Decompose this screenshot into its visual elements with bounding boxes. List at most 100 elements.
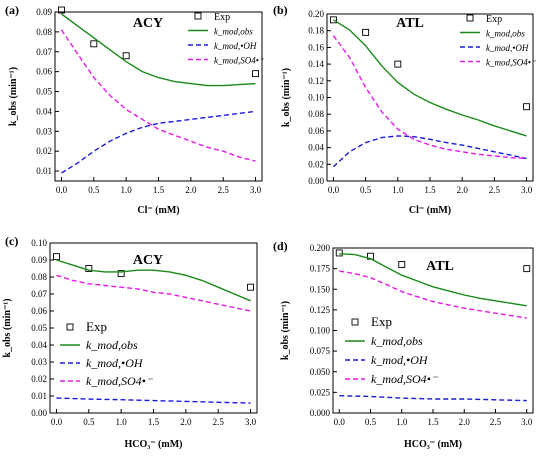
x-axis-label: HCO₃⁻ (mM) [404,439,462,450]
y-tick-label: 0.03 [36,126,52,136]
y-tick-label: 0.12 [308,76,324,86]
x-tick-label: 2.0 [457,185,469,195]
legend-label: Exp [86,319,107,334]
exp-marker [58,6,65,14]
legend-marker [66,323,74,331]
y-tick-label: 0.16 [308,42,324,52]
y-tick-label: 0.08 [308,109,324,119]
y-tick-label: 0.03 [31,357,47,367]
x-tick-label: 2.5 [489,185,501,195]
series-line [332,35,527,160]
legend-label: k_mod,SO4•⁻ [86,374,154,388]
legend-label: k_mod,•OH [486,43,529,53]
exp-marker [398,261,406,268]
y-tick-label: 0.06 [36,67,52,77]
y-tick-label: 0.00 [308,176,324,186]
x-tick-label: 0.0 [328,185,340,195]
x-axis-label: Cl⁻ (mM) [409,205,451,216]
legend-label: k_mod,SO4•⁻ [371,372,439,386]
legend-marker [466,14,474,22]
legend: Exp k_mod,obs k_mod,•OH k_mod,SO4•⁻ [460,14,537,68]
exp-marker [90,40,98,48]
y-tick-label: 0.00 [31,408,47,418]
legend-label: k_mod,SO4•⁻ [214,56,265,66]
y-tick-label: 0.05 [36,87,52,97]
x-tick-label: 1.0 [392,185,404,195]
legend: Exp k_mod,obs k_mod,•OH k_mod,SO4•⁻ [60,319,154,388]
legend-label: k_mod,•OH [371,353,429,367]
panel-title: ACY [133,16,163,31]
x-tick-label: 1.5 [148,417,160,427]
y-tick-label: 0.025 [310,387,331,397]
series-line [339,270,527,319]
y-tick-label: 0.150 [310,284,331,294]
legend-label: Exp [371,314,392,329]
y-tick-label: 0.125 [310,305,331,315]
y-axis-label: k_obs (min⁻¹) [281,68,292,127]
x-tick-label: 3.0 [250,185,262,195]
y-tick-label: 0.04 [36,106,52,116]
y-tick-label: 0.200 [310,243,331,253]
legend-label: k_mod,SO4•⁻ [486,58,537,68]
y-tick-label: 0.100 [310,326,331,336]
legend-label: Exp [214,12,230,23]
y-tick-label: 0.02 [36,146,52,156]
y-tick-label: 0.18 [308,26,324,36]
panel-letter: (a) [5,3,19,17]
x-tick-label: 1.5 [153,185,165,195]
exp-marker [53,253,60,261]
x-tick-label: 2.5 [218,185,230,195]
y-tick-label: 0.14 [308,59,324,69]
x-tick-label: 3.0 [245,417,257,427]
panel-title: ATL [426,259,454,274]
y-axis-label: k_obs (min⁻¹) [8,67,19,126]
series-line [61,110,256,174]
exp-marker [335,249,343,257]
x-tick-label: 0.5 [88,185,100,195]
y-tick-label: 0.02 [308,159,324,169]
series-line [60,29,256,162]
legend-label: k_mod,obs [371,334,423,348]
panel-a: 0.0 0.5 1.0 1.5 2.0 2.5 3.0 0.01 0.02 0.03 0.04 0.0… [5,3,265,216]
x-tick-label: 0.5 [83,417,95,427]
x-tick-label: 2.0 [459,417,471,427]
y-tick-label: 0.02 [31,374,47,384]
panel-letter: (b) [273,3,288,17]
x-axis-label: Cl⁻ (mM) [137,205,179,216]
x-tick-label: 0.5 [365,417,377,427]
y-tick-label: 0.01 [31,391,47,401]
legend-marker [194,12,202,20]
y-tick-label: 0.07 [31,289,47,299]
exp-marker [523,265,531,273]
x-tick-label: 2.0 [185,185,197,195]
legend-label: k_mod,•OH [86,356,144,370]
y-tick-label: 0.08 [31,272,47,282]
y-tick-label: 0.10 [308,93,324,103]
y-tick-label: 0.10 [31,238,47,248]
panel-title: ATL [396,16,424,31]
x-tick-label: 1.0 [121,185,133,195]
exp-marker [247,283,254,291]
legend-label: Exp [486,14,502,25]
plot-frame [49,242,258,414]
y-tick-label: 0.09 [36,7,52,17]
x-tick-label: 0.0 [56,185,68,195]
series-line [56,397,251,404]
series-line [339,395,527,402]
y-tick-label: 0.05 [31,323,47,333]
legend-label: k_mod,obs [86,338,138,352]
x-tick-label: 0.5 [360,185,372,195]
exp-marker [329,16,337,24]
x-tick-label: 2.5 [213,417,225,427]
legend-marker [351,318,359,326]
exp-marker [523,103,531,111]
exp-marker [394,60,402,68]
legend-label: k_mod,obs [486,29,525,39]
y-axis-label: k_obs (min⁻¹) [2,298,13,357]
y-tick-label: 0.20 [308,9,324,19]
panel-c: 0.0 0.5 1.0 1.5 2.0 2.5 3.0 0.00 0.01 0.02 0.03 0.0… [2,234,258,450]
y-axis-label: k_obs (min⁻¹) [280,301,291,360]
x-tick-label: 3.0 [521,417,533,427]
x-tick-label: 1.5 [424,185,436,195]
